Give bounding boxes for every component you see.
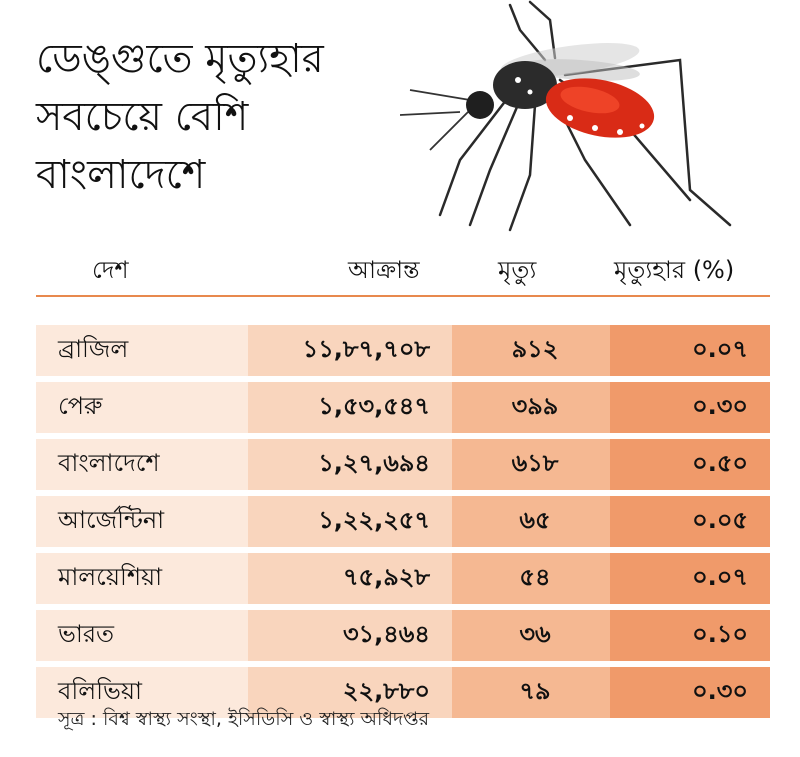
cell-deaths: ৬৫: [452, 496, 610, 547]
table-row: বলিভিয়া ২২,৮৮০ ৭৯ ০.৩০: [36, 667, 770, 718]
cell-death-rate: ০.০৭: [610, 553, 770, 604]
cell-country: আর্জেন্টিনা: [36, 496, 248, 547]
table-body: ব্রাজিল ১১,৮৭,৭০৮ ৯১২ ০.০৭ পেরু ১,৫৩,৫৪৭…: [36, 325, 770, 718]
cell-cases: ২২,৮৮০: [248, 667, 452, 718]
header-deaths: মৃত্যু: [498, 256, 537, 284]
cell-country: ব্রাজিল: [36, 325, 248, 376]
cell-cases: ৩১,৪৬৪: [248, 610, 452, 661]
cell-deaths: ৫৪: [452, 553, 610, 604]
cell-death-rate: ০.০৫: [610, 496, 770, 547]
header-country: দেশ: [92, 256, 129, 284]
cell-cases: ৭৫,৯২৮: [248, 553, 452, 604]
cell-country: মালয়েশিয়া: [36, 553, 248, 604]
cell-death-rate: ০.৫০: [610, 439, 770, 490]
cell-deaths: ৭৯: [452, 667, 610, 718]
cell-deaths: ৩৯৯: [452, 382, 610, 433]
cell-cases: ১১,৮৭,৭০৮: [248, 325, 452, 376]
cell-deaths: ৬১৮: [452, 439, 610, 490]
table-row: আর্জেন্টিনা ১,২২,২৫৭ ৬৫ ০.০৫: [36, 496, 770, 547]
dengue-table: দেশ আক্রান্ত মৃত্যু মৃত্যুহার (%) ব্রাজি…: [36, 240, 770, 724]
cell-cases: ১,২৭,৬৯৪: [248, 439, 452, 490]
header-death-rate: মৃত্যুহার (%): [614, 256, 735, 284]
table-row: ভারত ৩১,৪৬৪ ৩৬ ০.১০: [36, 610, 770, 661]
cell-deaths: ৩৬: [452, 610, 610, 661]
title-line-1: ডেঙ্গুতে মৃত্যুহার: [36, 36, 324, 82]
header-cases: আক্রান্ত: [348, 256, 420, 284]
cell-country: বাংলাদেশে: [36, 439, 248, 490]
table-row: মালয়েশিয়া ৭৫,৯২৮ ৫৪ ০.০৭: [36, 553, 770, 604]
title-line-3: বাংলাদেশে: [36, 152, 206, 198]
cell-country: ভারত: [36, 610, 248, 661]
table-row: ব্রাজিল ১১,৮৭,৭০৮ ৯১২ ০.০৭: [36, 325, 770, 376]
cell-cases: ১,২২,২৫৭: [248, 496, 452, 547]
cell-country: বলিভিয়া: [36, 667, 248, 718]
table-row: পেরু ১,৫৩,৫৪৭ ৩৯৯ ০.৩০: [36, 382, 770, 433]
source-note: সূত্র : বিশ্ব স্বাস্থ্য সংস্থা, ইসিডিসি …: [58, 708, 430, 730]
cell-death-rate: ০.৩০: [610, 382, 770, 433]
infographic-title: ডেঙ্গুতে মৃত্যুহার সবচেয়ে বেশি বাংলাদেশ…: [36, 30, 396, 204]
cell-death-rate: ০.০৭: [610, 325, 770, 376]
table-row: বাংলাদেশে ১,২৭,৬৯৪ ৬১৮ ০.৫০: [36, 439, 770, 490]
cell-deaths: ৯১২: [452, 325, 610, 376]
cell-country: পেরু: [36, 382, 248, 433]
table-header: দেশ আক্রান্ত মৃত্যু মৃত্যুহার (%): [36, 240, 770, 297]
mosquito-illustration: [400, 0, 732, 232]
cell-death-rate: ০.১০: [610, 610, 770, 661]
cell-cases: ১,৫৩,৫৪৭: [248, 382, 452, 433]
title-line-2: সবচেয়ে বেশি: [36, 94, 249, 140]
cell-death-rate: ০.৩০: [610, 667, 770, 718]
